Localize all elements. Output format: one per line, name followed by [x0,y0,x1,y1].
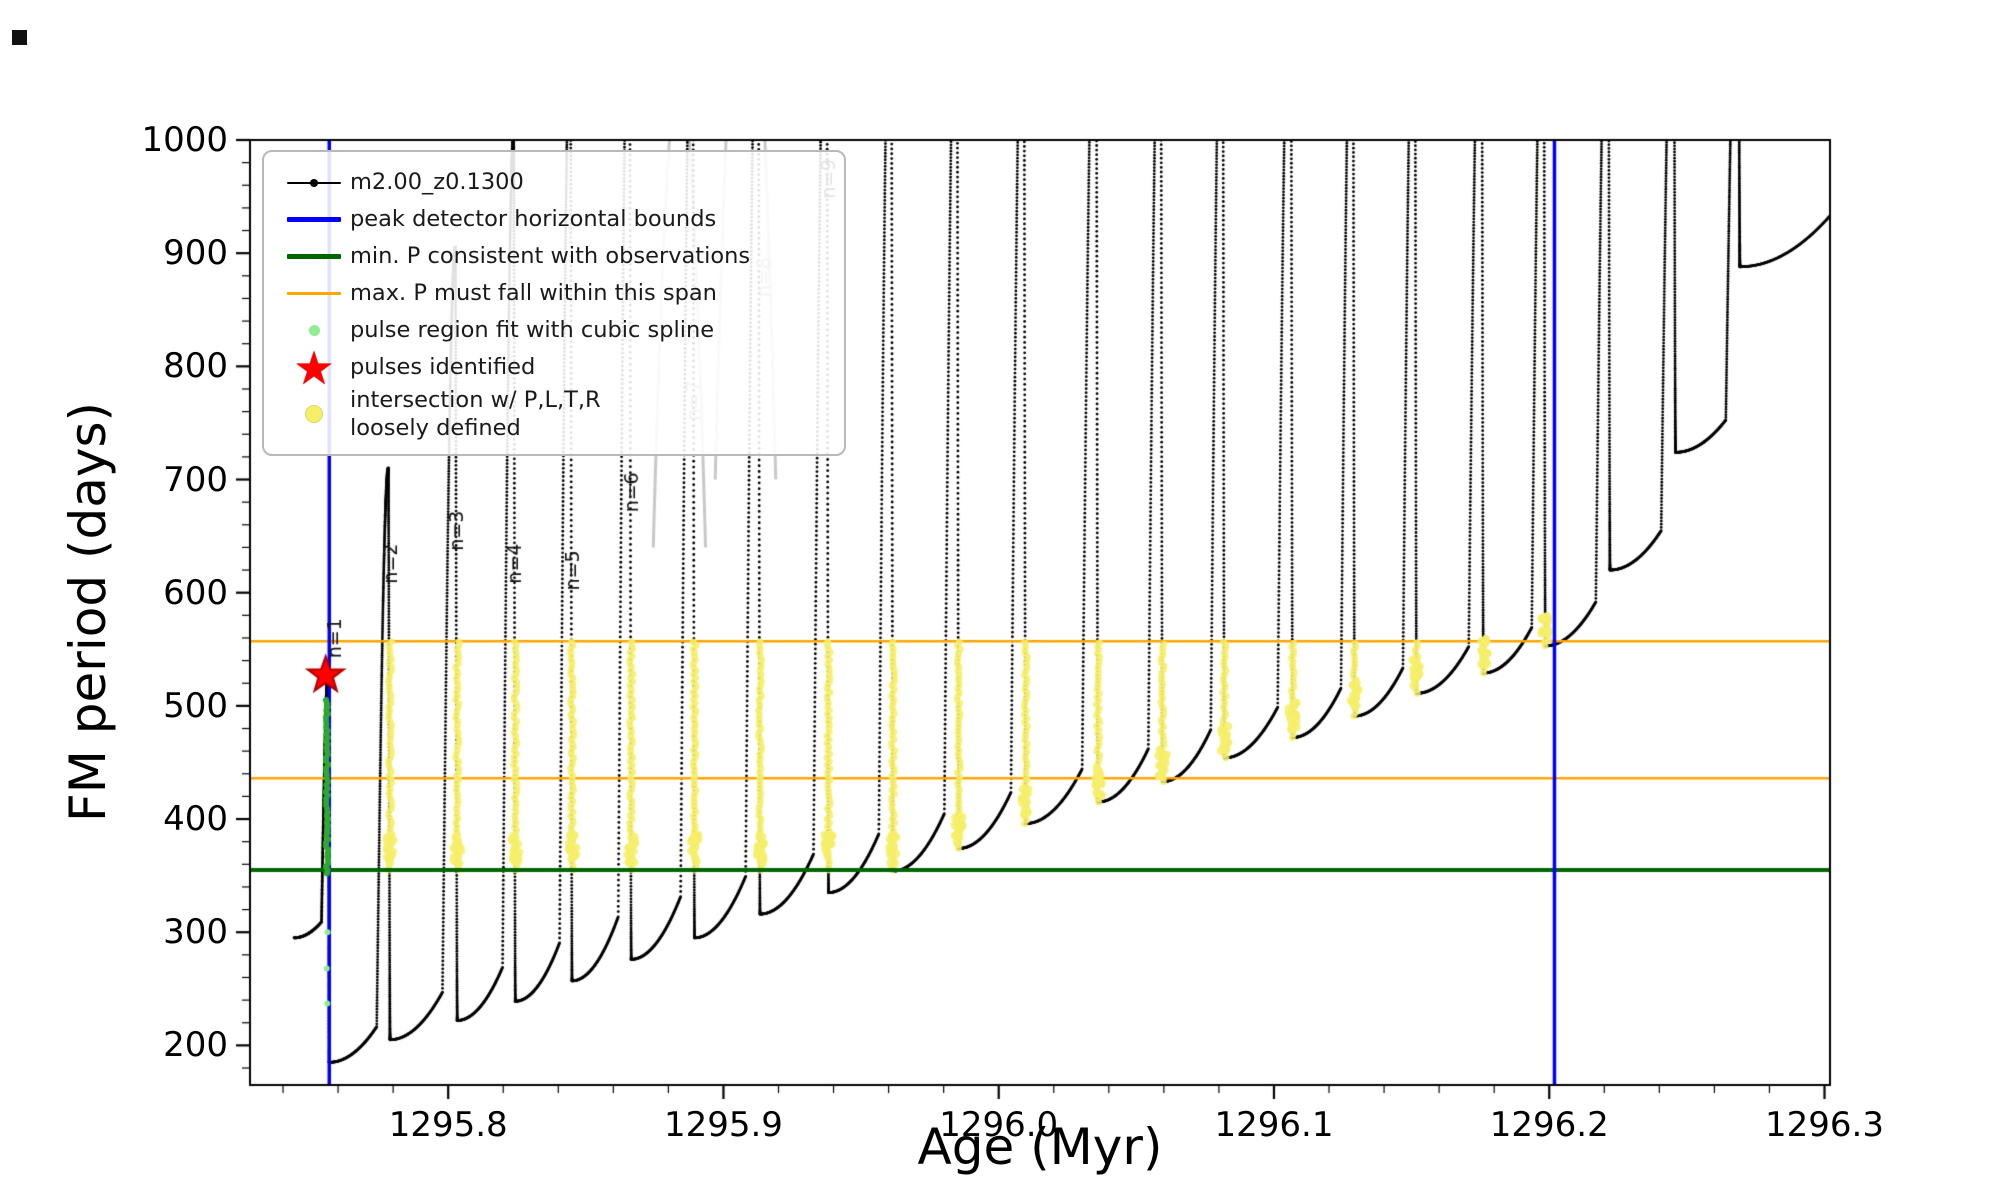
legend-item-intersection: intersection w/ P,L,T,R loosely defined [278,386,830,442]
green-line-icon [287,254,341,259]
legend-label: min. P consistent with observations [350,243,751,270]
yellow-dot-icon [305,405,323,424]
peak-bounds-line-marker [278,217,350,222]
y-tick-label: 500 [163,685,228,726]
x-tick-label: 1296.1 [1214,1105,1334,1145]
x-tick-label: 1296.3 [1765,1105,1884,1145]
min-p-line-marker [278,254,350,259]
y-tick-label: 600 [163,572,228,613]
y-tick-label: 800 [163,346,228,387]
legend-label: pulse region fit with cubic spline [350,317,715,344]
x-tick-label: 1296.2 [1489,1105,1609,1145]
orange-line-icon [287,292,341,295]
legend-label: peak detector horizontal bounds [350,206,717,233]
legend-label-line2: loosely defined [350,415,521,442]
y-tick-label: 400 [163,799,228,840]
legend-item-series: m2.00_z0.1300 [278,164,830,201]
series-dot-icon [310,178,318,187]
legend-label-line1: intersection w/ P,L,T,R [350,387,601,413]
legend-label: m2.00_z0.1300 [350,169,524,196]
max-p-line-marker [278,292,350,295]
legend-label: max. P must fall within this span [350,280,717,307]
intersection-dot-marker [278,405,350,424]
x-tick-label: 1296.0 [939,1105,1059,1145]
legend-item-pulse-region: pulse region fit with cubic spline [278,312,830,349]
x-tick-label: 1295.9 [663,1105,783,1145]
star-icon [293,351,334,385]
legend-item-pulses-identified: pulses identified [278,349,830,386]
series-line-marker [278,178,350,187]
pulse-region-dot-marker [278,325,350,336]
legend-item-max-p-span: max. P must fall within this span [278,275,830,312]
y-tick-label: 700 [163,459,228,500]
x-tick-label: 1295.8 [388,1105,508,1145]
y-tick-label: 900 [163,233,228,274]
y-tick-label: 300 [163,912,228,953]
legend-item-peak-bounds: peak detector horizontal bounds [278,201,830,238]
pulses-star-marker [278,351,350,385]
green-dot-icon [308,325,320,336]
legend: m2.00_z0.1300 peak detector horizontal b… [262,150,846,457]
y-tick-label: 1000 [141,120,228,160]
legend-label: pulses identified [350,354,536,381]
blue-line-icon [287,217,341,222]
legend-item-min-p: min. P consistent with observations [278,238,830,275]
legend-label: intersection w/ P,L,T,R loosely defined [350,386,601,442]
x-axis-title: Age (Myr) [917,1118,1163,1176]
y-tick-label: 200 [163,1025,228,1066]
